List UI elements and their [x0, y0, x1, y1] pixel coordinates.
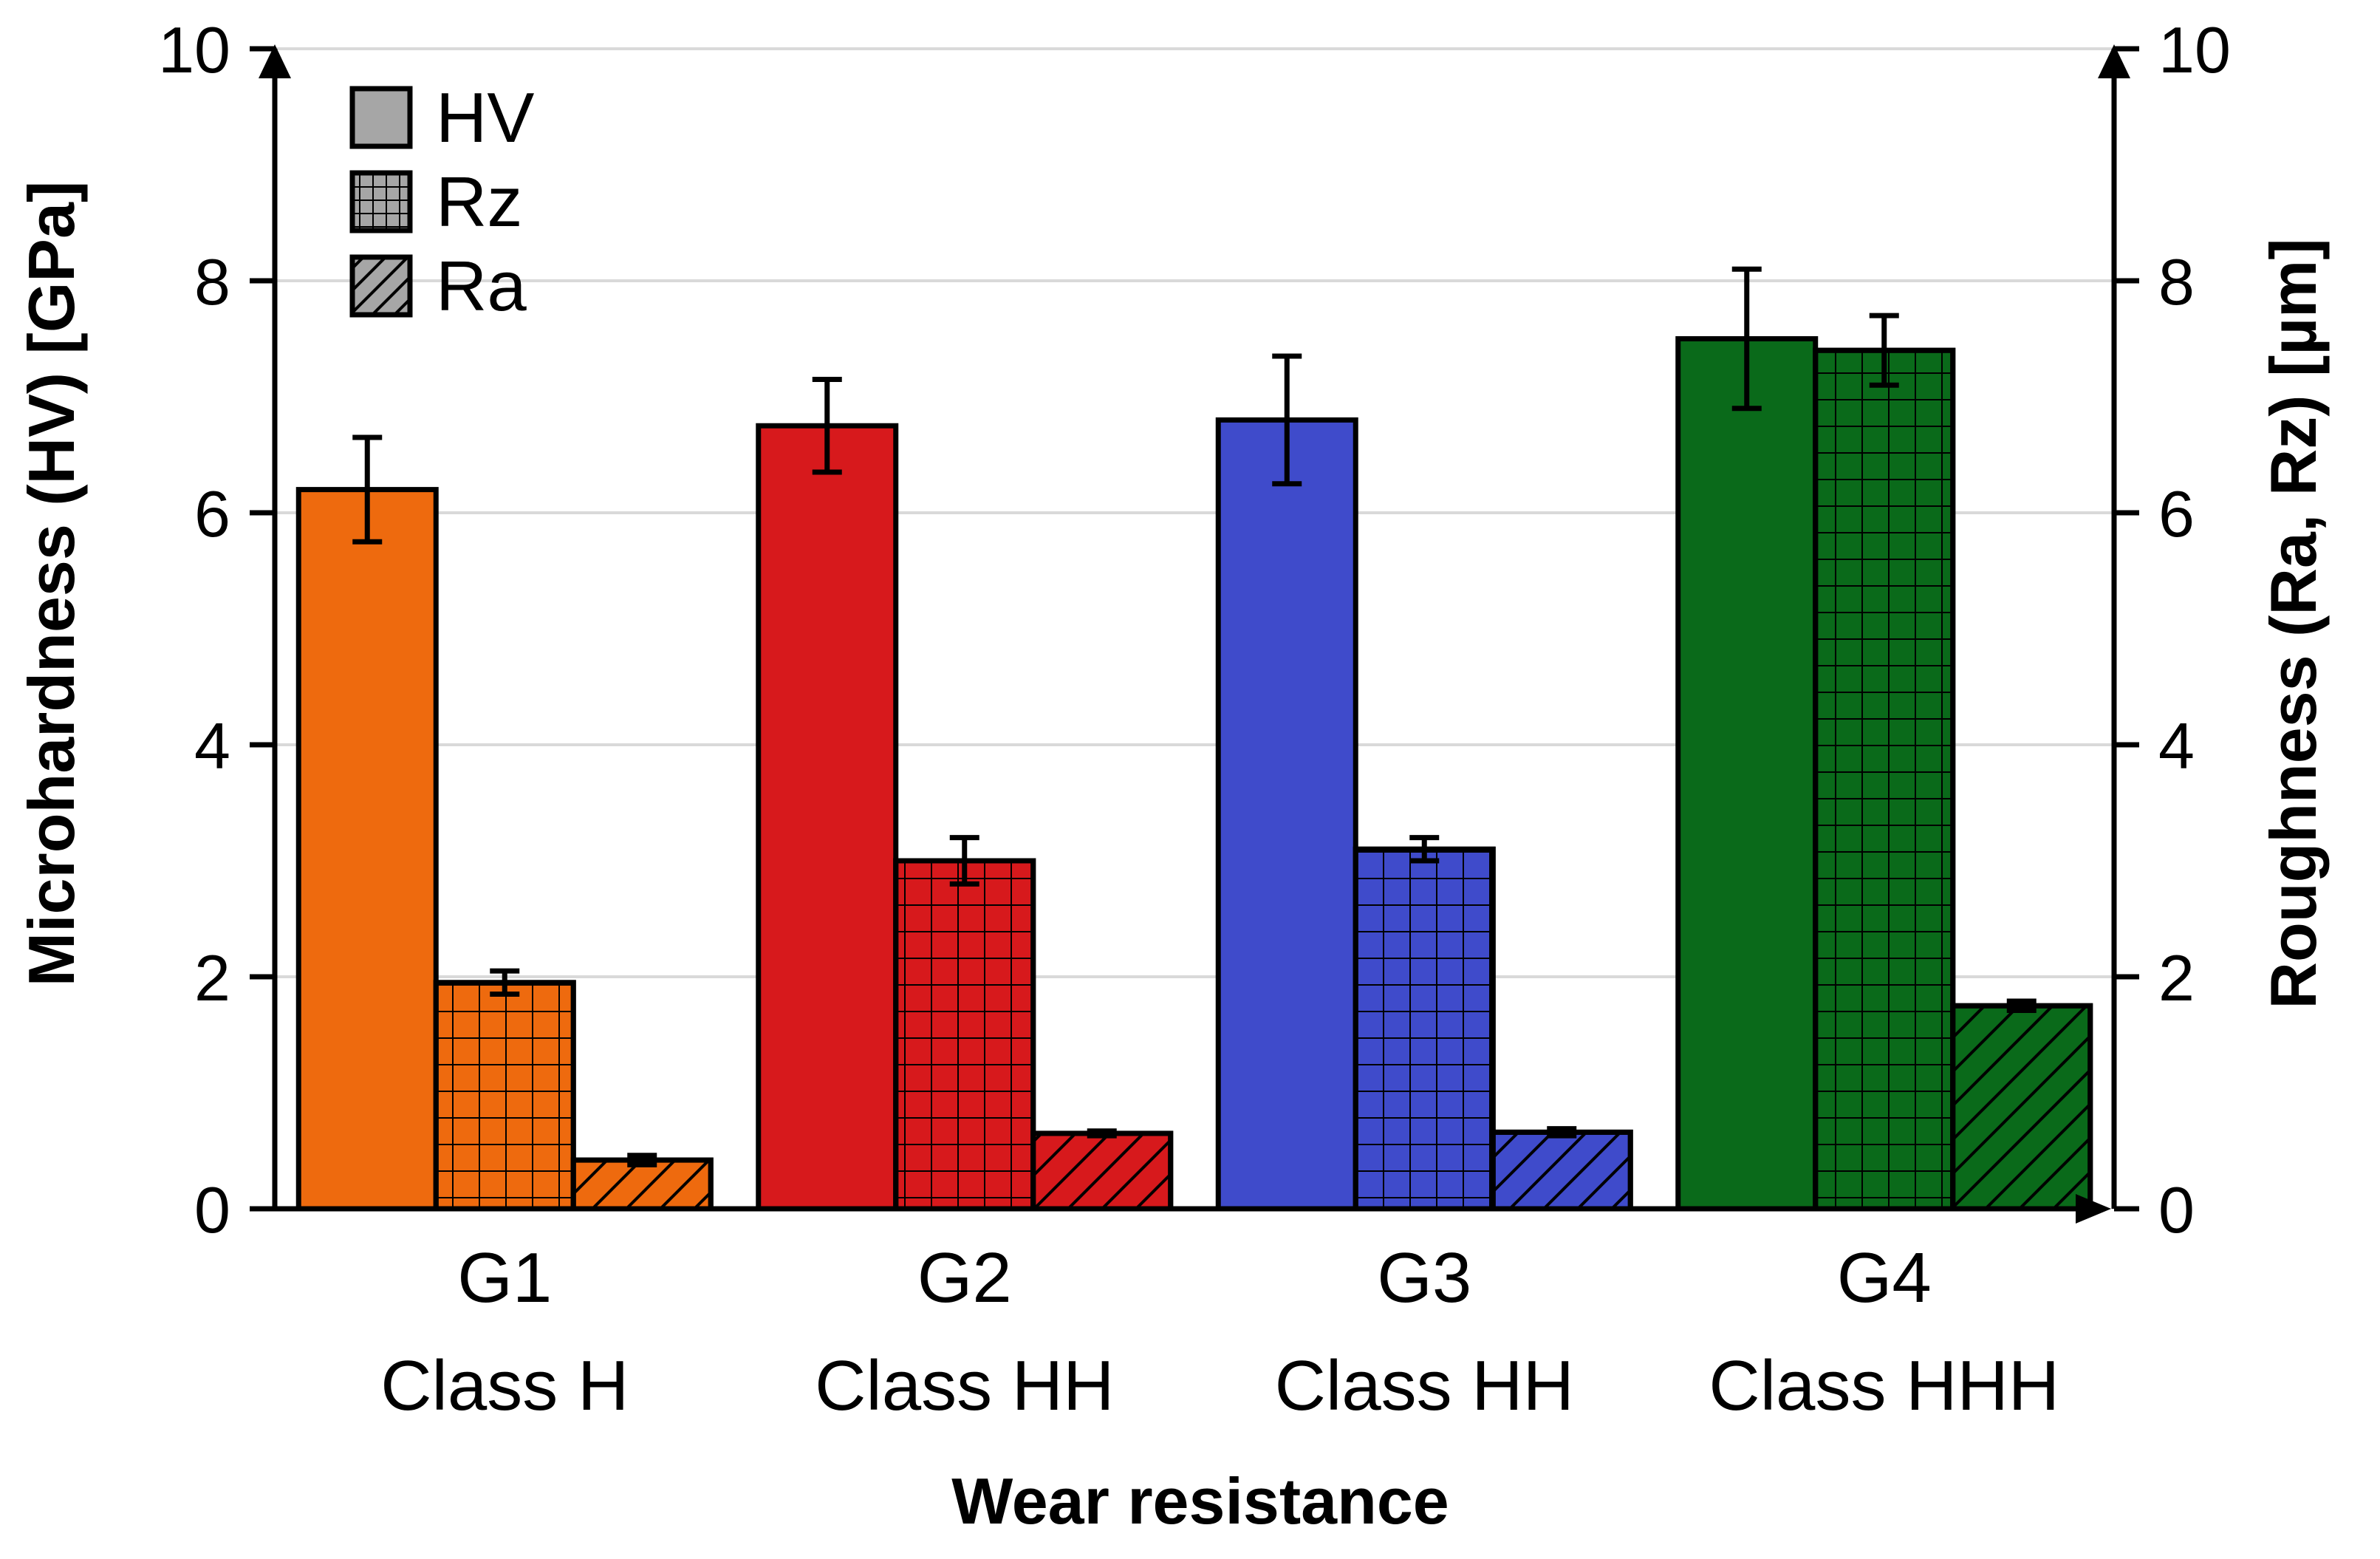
x-category-sublabel: Class HH	[815, 1346, 1114, 1425]
x-category-sublabel: Class HHH	[1709, 1346, 2059, 1425]
bar-pattern-ra	[570, 1157, 714, 1212]
bar-pattern-rz	[893, 858, 1036, 1212]
y-tick-label-right: 4	[2158, 709, 2195, 782]
y-tick-label-left: 4	[194, 709, 230, 782]
x-axis-arrow	[2076, 1194, 2111, 1224]
x-category-label: G4	[1837, 1238, 1932, 1317]
legend-item: Rz	[349, 163, 522, 242]
legend-swatch-pattern	[349, 254, 413, 318]
bars	[295, 336, 2093, 1212]
error-bars	[352, 266, 2037, 1167]
bar-hv	[1215, 417, 1358, 1212]
legend-item: HV	[349, 78, 534, 157]
legend-swatch-hv	[349, 86, 413, 149]
bar-pattern-ra	[1030, 1130, 1174, 1212]
y-tick-label-left: 10	[158, 13, 230, 86]
x-category-labels: G1 Class H G2 Class HH G3 Class HH G4 Class HHH	[380, 1238, 2059, 1425]
y-tick-label-right: 10	[2158, 13, 2231, 86]
legend-label-rz: Rz	[436, 163, 522, 242]
legend-label-ra: Ra	[436, 247, 527, 326]
y-ticks-left: 0 2 4 6 8 10	[158, 13, 230, 1246]
y-tick-label-right: 6	[2158, 477, 2195, 550]
y-axis-right-arrow	[2098, 44, 2130, 78]
x-category-label: G1	[457, 1238, 552, 1317]
y-tick-label-right: 8	[2158, 245, 2195, 318]
x-category-label: G3	[1377, 1238, 1471, 1317]
y-axis-title-right: Roughness (Ra, Rz) [µm]	[2257, 238, 2330, 1009]
axes	[250, 44, 2139, 1224]
x-category-sublabel: Class H	[380, 1346, 629, 1425]
bar-pattern-ra	[1490, 1129, 1633, 1212]
y-tick-label-left: 0	[194, 1173, 230, 1246]
y-axis-left-arrow	[259, 44, 291, 78]
y-tick-label-right: 2	[2158, 941, 2195, 1014]
legend-swatch-pattern	[349, 170, 413, 233]
bar-hv	[1675, 336, 1819, 1212]
y-axis-title-left: Microhardness (HV) [GPa]	[15, 181, 88, 986]
x-category-label: G2	[917, 1238, 1012, 1317]
bar-pattern-rz	[1353, 846, 1496, 1212]
x-category-sublabel: Class HH	[1275, 1346, 1574, 1425]
bar-pattern-ra	[1950, 1003, 2093, 1212]
y-ticks-right: 0 2 4 6 8 10	[2158, 13, 2231, 1246]
y-tick-label-left: 6	[194, 477, 230, 550]
bar-hv	[756, 423, 899, 1212]
x-axis-title: Wear resistance	[951, 1464, 1449, 1538]
bar-pattern-rz	[433, 980, 576, 1212]
bar-pattern-rz	[1813, 347, 1956, 1212]
legend-label-hv: HV	[436, 78, 534, 157]
bar-hv	[295, 487, 439, 1212]
legend-item: Ra	[349, 247, 527, 326]
y-tick-label-left: 8	[194, 245, 230, 318]
y-tick-label-left: 2	[194, 941, 230, 1014]
y-tick-label-right: 0	[2158, 1173, 2195, 1246]
